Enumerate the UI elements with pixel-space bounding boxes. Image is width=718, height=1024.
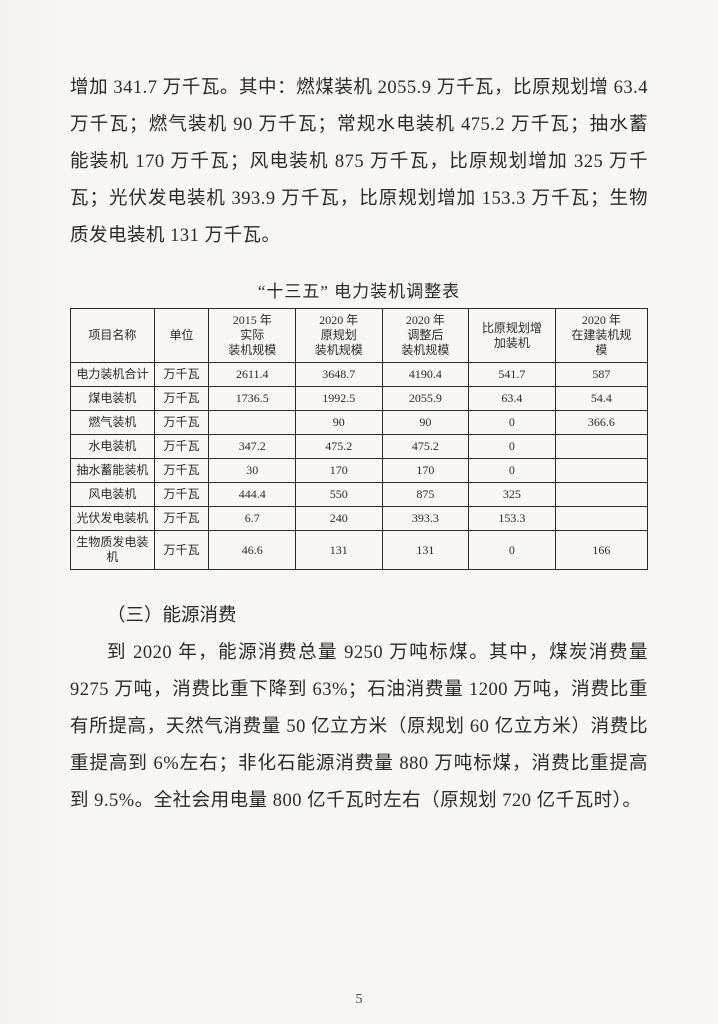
table-cell: 燃气装机	[71, 411, 155, 435]
table-cell: 1992.5	[296, 387, 383, 411]
th-unit: 单位	[154, 309, 209, 363]
table-cell: 万千瓦	[154, 435, 209, 459]
table-cell	[209, 411, 296, 435]
table-cell: 1736.5	[209, 387, 296, 411]
table-cell: 万千瓦	[154, 483, 209, 507]
table-cell: 90	[382, 411, 469, 435]
table-cell: 煤电装机	[71, 387, 155, 411]
table-title: “十三五” 电力装机调整表	[70, 277, 648, 302]
th-2020adj: 2020 年 调整后 装机规模	[382, 309, 469, 363]
top-paragraph: 增加 341.7 万千瓦。其中：燃煤装机 2055.9 万千瓦，比原规划增 63…	[70, 70, 648, 255]
table-cell: 0	[469, 459, 556, 483]
th-2020orig: 2020 年 原规划 装机规模	[296, 309, 383, 363]
th-project: 项目名称	[71, 309, 155, 363]
table-cell: 2611.4	[209, 363, 296, 387]
table-cell: 170	[382, 459, 469, 483]
page: 增加 341.7 万千瓦。其中：燃煤装机 2055.9 万千瓦，比原规划增 63…	[0, 0, 718, 1024]
table-cell: 万千瓦	[154, 507, 209, 531]
table-cell: 131	[382, 531, 469, 570]
table-cell: 万千瓦	[154, 387, 209, 411]
table-cell: 抽水蓄能装机	[71, 459, 155, 483]
table-cell: 风电装机	[71, 483, 155, 507]
table-cell: 水电装机	[71, 435, 155, 459]
table-cell: 30	[209, 459, 296, 483]
table-cell: 393.3	[382, 507, 469, 531]
table-cell: 生物质发电装机	[71, 531, 155, 570]
table-cell: 475.2	[382, 435, 469, 459]
table-row: 水电装机万千瓦347.2475.2475.20	[71, 435, 648, 459]
table-cell: 万千瓦	[154, 363, 209, 387]
table-cell	[555, 507, 647, 531]
table-cell: 0	[469, 531, 556, 570]
table-row: 生物质发电装机万千瓦46.61311310166	[71, 531, 648, 570]
table-cell	[555, 459, 647, 483]
table-cell: 46.6	[209, 531, 296, 570]
table-cell: 54.4	[555, 387, 647, 411]
table-body: 电力装机合计万千瓦2611.43648.74190.4541.7587煤电装机万…	[71, 363, 648, 570]
table-cell: 万千瓦	[154, 459, 209, 483]
table-cell: 万千瓦	[154, 531, 209, 570]
table-row: 燃气装机万千瓦90900366.6	[71, 411, 648, 435]
table-cell: 587	[555, 363, 647, 387]
table-cell: 0	[469, 411, 556, 435]
th-building: 2020 年 在建装机规 模	[555, 309, 647, 363]
table-cell: 444.4	[209, 483, 296, 507]
table-cell: 光伏发电装机	[71, 507, 155, 531]
table-row: 风电装机万千瓦444.4550875325	[71, 483, 648, 507]
table-cell: 170	[296, 459, 383, 483]
table-cell: 63.4	[469, 387, 556, 411]
page-number: 5	[0, 992, 718, 1008]
table-cell	[555, 483, 647, 507]
table-row: 光伏发电装机万千瓦6.7240393.3153.3	[71, 507, 648, 531]
table-cell: 325	[469, 483, 556, 507]
table-cell: 90	[296, 411, 383, 435]
table-cell: 0	[469, 435, 556, 459]
section-heading: （三）能源消费	[70, 598, 648, 635]
table-cell: 475.2	[296, 435, 383, 459]
table-row: 煤电装机万千瓦1736.51992.52055.963.454.4	[71, 387, 648, 411]
table-cell	[555, 435, 647, 459]
table-cell: 347.2	[209, 435, 296, 459]
table-row: 抽水蓄能装机万千瓦301701700	[71, 459, 648, 483]
table-cell: 166	[555, 531, 647, 570]
th-2015: 2015 年 实际 装机规模	[209, 309, 296, 363]
table-cell: 3648.7	[296, 363, 383, 387]
table-cell: 875	[382, 483, 469, 507]
table-cell: 541.7	[469, 363, 556, 387]
table-cell: 366.6	[555, 411, 647, 435]
table-row: 电力装机合计万千瓦2611.43648.74190.4541.7587	[71, 363, 648, 387]
table-header-row: 项目名称 单位 2015 年 实际 装机规模 2020 年 原规划 装机规模 2…	[71, 309, 648, 363]
table-cell: 153.3	[469, 507, 556, 531]
table-cell: 万千瓦	[154, 411, 209, 435]
table-cell: 6.7	[209, 507, 296, 531]
table-cell: 2055.9	[382, 387, 469, 411]
bottom-paragraph: 到 2020 年，能源消费总量 9250 万吨标煤。其中，煤炭消费量 9275 …	[70, 635, 648, 820]
table-cell: 电力装机合计	[71, 363, 155, 387]
table-cell: 240	[296, 507, 383, 531]
table-cell: 4190.4	[382, 363, 469, 387]
table-cell: 131	[296, 531, 383, 570]
th-increase: 比原规划增 加装机	[469, 309, 556, 363]
power-capacity-table: 项目名称 单位 2015 年 实际 装机规模 2020 年 原规划 装机规模 2…	[70, 308, 648, 570]
table-cell: 550	[296, 483, 383, 507]
